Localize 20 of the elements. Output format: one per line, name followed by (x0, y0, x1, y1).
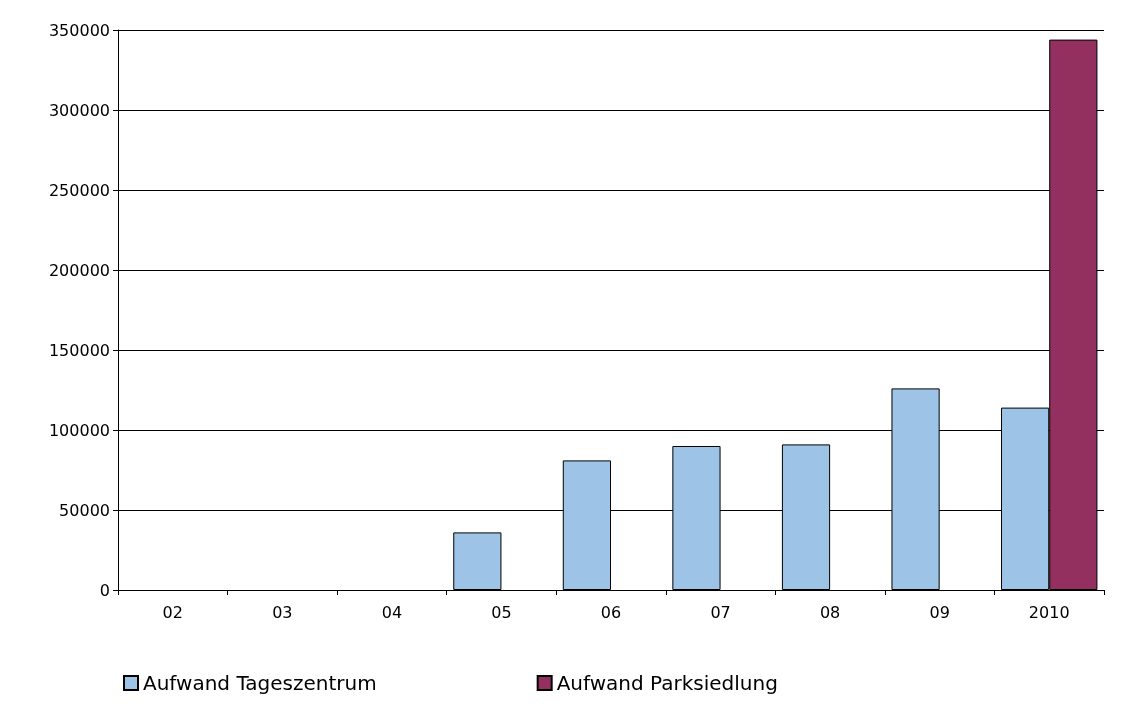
y-tick-label: 350000 (48, 20, 110, 40)
x-tick-label: 04 (381, 602, 403, 622)
x-tick-label: 07 (710, 602, 731, 622)
x-tick-label: 05 (491, 602, 512, 622)
y-tick-label: 100000 (48, 420, 110, 440)
x-tick-label: 06 (600, 602, 622, 622)
bar (453, 532, 502, 590)
y-tick-label: 150000 (48, 340, 110, 360)
x-tick-label: 03 (272, 602, 293, 622)
legend-label: Aufwand Tageszentrum (143, 671, 377, 695)
x-tick-label: 08 (819, 602, 841, 622)
y-tick-label: 250000 (48, 180, 110, 200)
x-tick-label: 2010 (1028, 602, 1070, 622)
y-tick-label: 50000 (59, 500, 110, 520)
y-tick-label: 200000 (48, 260, 110, 280)
legend-label: Aufwand Parksiedlung (556, 671, 778, 695)
y-tick-label: 300000 (48, 100, 110, 120)
x-tick-label: 02 (162, 602, 183, 622)
y-tick-label: 0 (99, 580, 110, 600)
x-tick-label: 09 (929, 602, 950, 622)
